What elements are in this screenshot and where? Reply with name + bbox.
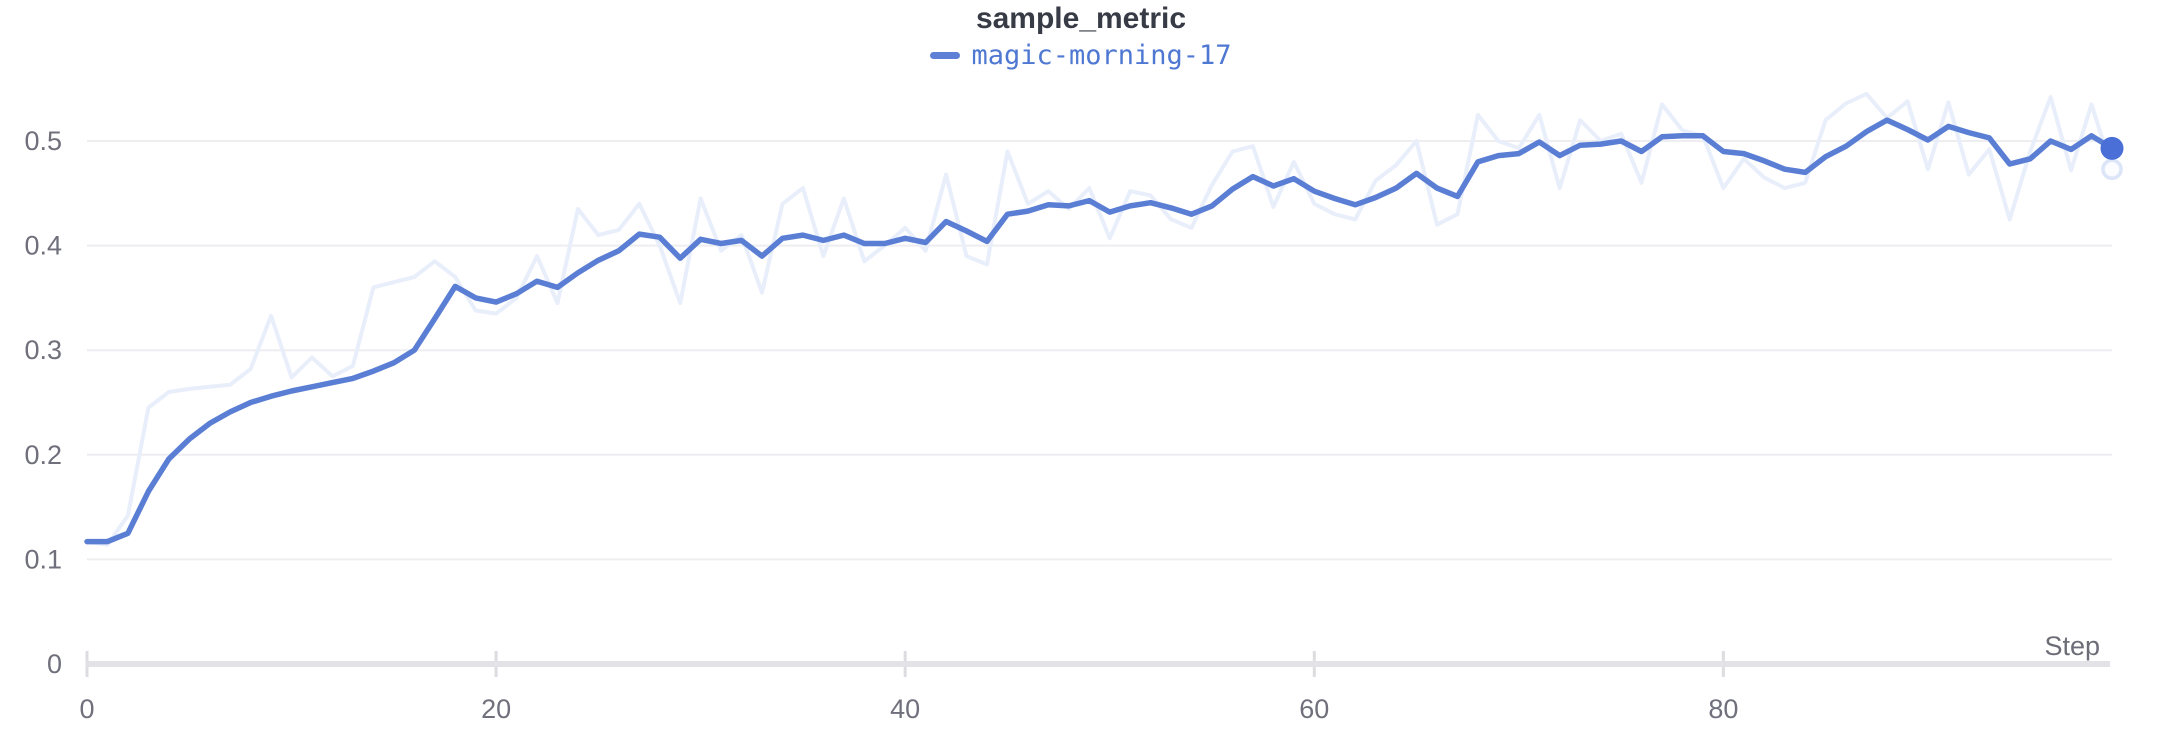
x-tick-label: 0: [79, 694, 94, 724]
chart-header: sample_metric: [0, 2, 2162, 36]
raw-endpoint-ring: [2101, 158, 2123, 180]
chart-legend: magic-morning-17: [0, 39, 2162, 71]
smoothed-data-line: [84, 117, 2115, 545]
x-axis-title: Step: [2044, 631, 2100, 661]
y-tick-label: 0.2: [24, 440, 62, 470]
y-tick-label: 0.3: [24, 335, 62, 365]
y-tick-label: 0: [47, 649, 62, 679]
smoothed-endpoint-dot: [2100, 136, 2124, 160]
y-tick-label: 0.4: [24, 231, 62, 261]
x-tick-label: 60: [1299, 694, 1329, 724]
legend-item-run[interactable]: magic-morning-17: [930, 39, 1232, 71]
y-tick-label: 0.5: [24, 126, 62, 156]
original-data-line: [85, 91, 2114, 547]
x-tick-label: 20: [481, 694, 511, 724]
legend-line-swatch: [930, 51, 961, 59]
chart-title: sample_metric: [975, 2, 1187, 35]
x-tick-label: 80: [1708, 694, 1738, 724]
x-tick-label: 40: [890, 694, 920, 724]
y-tick-label: 0.1: [24, 544, 62, 574]
legend-run-label: magic-morning-17: [971, 39, 1232, 71]
